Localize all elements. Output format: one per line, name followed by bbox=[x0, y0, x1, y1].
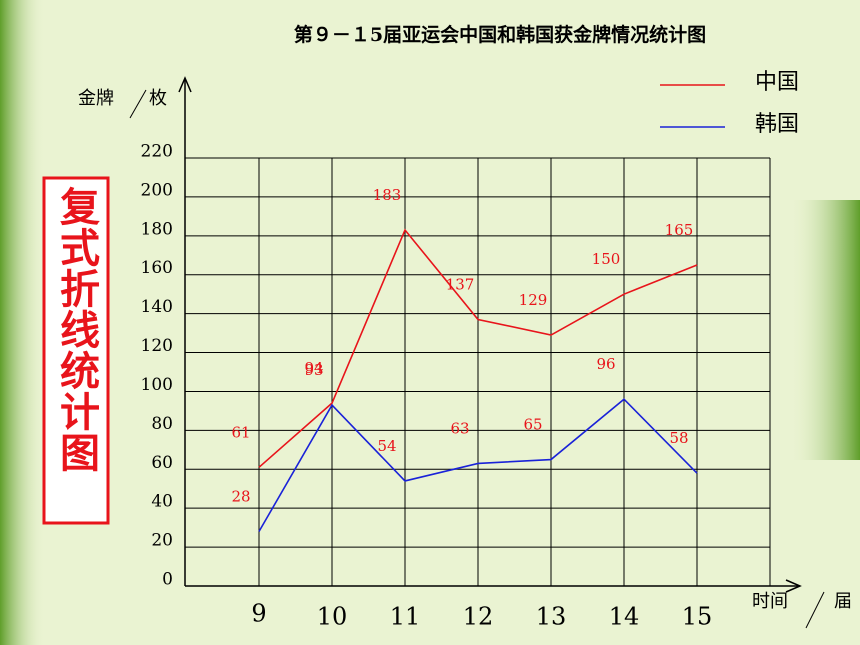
data-label: 129 bbox=[519, 291, 548, 309]
data-label: 150 bbox=[592, 250, 621, 268]
x-tick-label: 13 bbox=[536, 603, 567, 631]
y-tick-label: 60 bbox=[151, 453, 173, 473]
x-axis-slash bbox=[805, 591, 825, 629]
legend-label: 中国 bbox=[755, 70, 799, 95]
data-label: 28 bbox=[231, 488, 250, 506]
chart-title: 第９－１5届亚运会中国和韩国获金牌情况统计图 bbox=[294, 23, 706, 46]
x-axis-arrow bbox=[785, 579, 802, 593]
side-title-box bbox=[42, 176, 110, 525]
data-label: 54 bbox=[377, 437, 396, 455]
y-tick-label: 20 bbox=[151, 531, 173, 551]
data-label: 93 bbox=[304, 361, 323, 379]
y-tick-label: 100 bbox=[141, 375, 173, 395]
y-tick-label: 120 bbox=[141, 336, 173, 356]
x-tick-label: 11 bbox=[390, 603, 421, 631]
series-line bbox=[258, 398, 698, 532]
side-title: 复式折线统计图 bbox=[53, 186, 99, 473]
y-tick-label: 0 bbox=[162, 570, 173, 590]
data-label: 58 bbox=[669, 429, 688, 447]
x-tick-label: 9 bbox=[251, 600, 266, 628]
y-tick-label: 140 bbox=[141, 297, 173, 317]
data-label: 94 bbox=[304, 359, 323, 377]
side-title-wrap: 复式折线统计图 bbox=[53, 186, 99, 473]
decor-left bbox=[0, 0, 45, 645]
data-label: 165 bbox=[665, 221, 694, 239]
x-tick-label: 10 bbox=[317, 603, 348, 631]
x-tick-label: 14 bbox=[609, 603, 640, 631]
data-label: 96 bbox=[596, 355, 615, 373]
y-axis-arrow bbox=[178, 76, 192, 93]
y-tick-label: 220 bbox=[141, 142, 173, 162]
y-tick-label: 40 bbox=[151, 492, 173, 512]
x-axis-unit: 届 bbox=[834, 591, 852, 612]
y-axis-unit: 枚 bbox=[149, 88, 167, 109]
y-tick-label: 200 bbox=[141, 180, 173, 200]
y-tick-label: 80 bbox=[151, 414, 173, 434]
y-tick-label: 160 bbox=[141, 258, 173, 278]
series-line bbox=[258, 228, 698, 468]
x-tick-label: 15 bbox=[682, 603, 713, 631]
decor-right bbox=[790, 200, 860, 460]
y-axis-slash bbox=[129, 89, 147, 119]
data-label: 61 bbox=[231, 423, 250, 441]
legend-label: 韩国 bbox=[755, 112, 799, 137]
y-tick-label: 180 bbox=[141, 219, 173, 239]
data-label: 137 bbox=[446, 275, 475, 293]
data-label: 63 bbox=[450, 419, 469, 437]
x-tick-label: 12 bbox=[463, 603, 494, 631]
data-label: 65 bbox=[523, 416, 542, 434]
x-axis-label: 时间 bbox=[752, 591, 788, 612]
data-label: 183 bbox=[373, 186, 402, 204]
y-axis-label: 金牌 bbox=[78, 88, 114, 109]
